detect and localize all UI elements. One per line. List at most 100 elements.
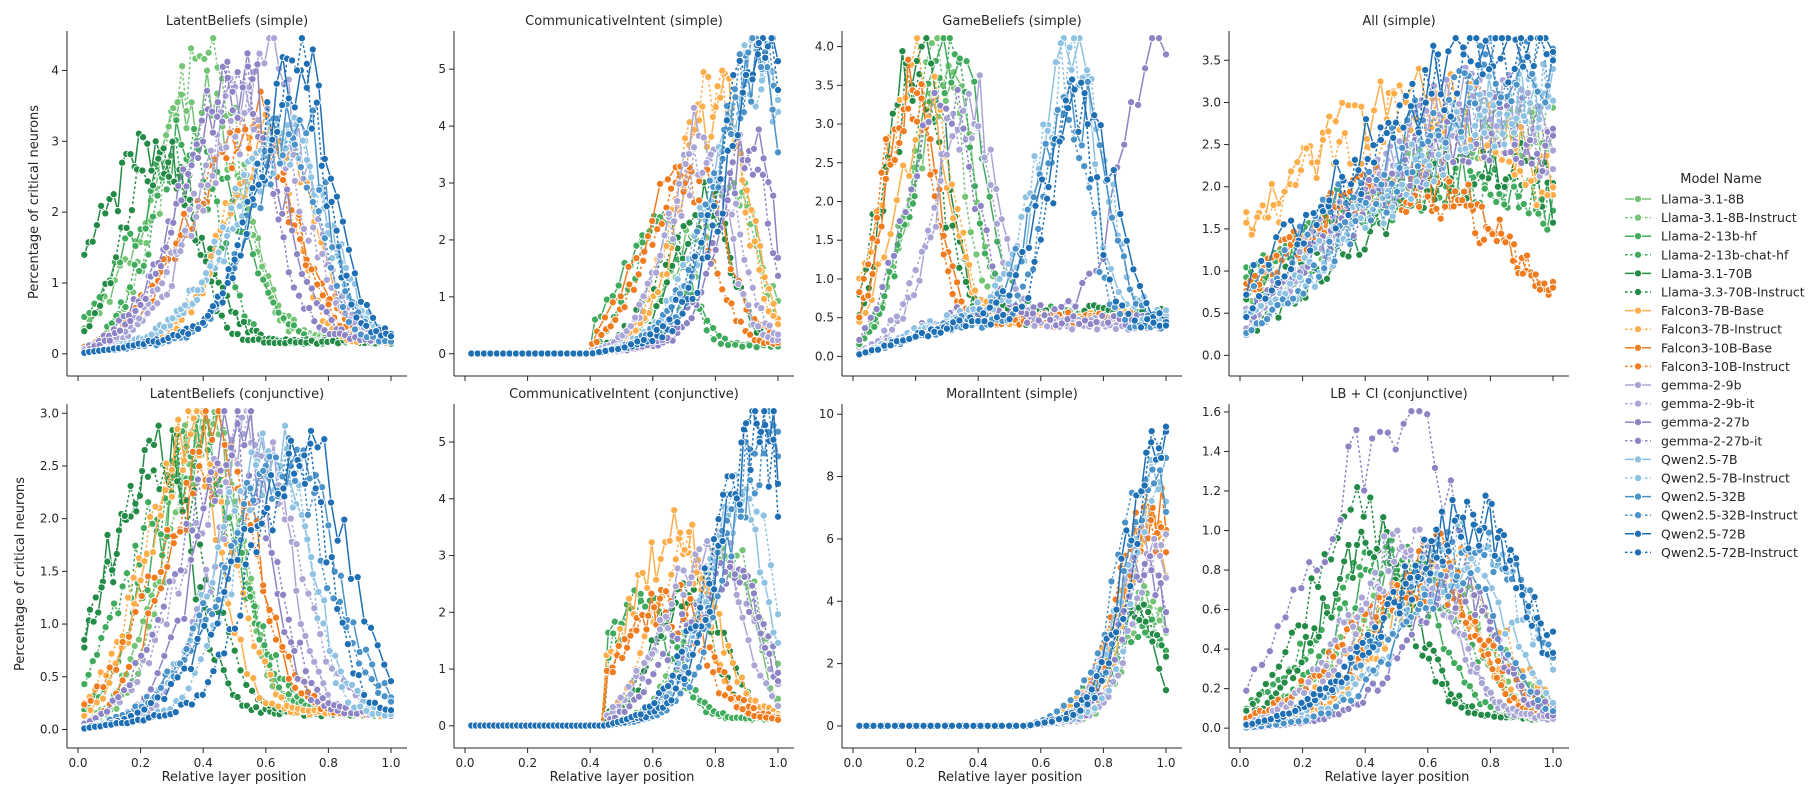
data-point (1528, 160, 1535, 167)
data-point (188, 162, 195, 169)
data-point (1511, 241, 1518, 248)
data-point (303, 60, 310, 67)
data-point (1162, 322, 1169, 329)
data-point (968, 135, 975, 142)
data-point (1143, 300, 1150, 307)
data-point (1126, 286, 1133, 293)
data-point (1038, 176, 1045, 183)
data-point (977, 202, 984, 209)
data-point (681, 135, 688, 142)
data-point (1313, 174, 1320, 181)
data-point (219, 299, 226, 306)
data-point (198, 182, 205, 189)
data-point (1065, 298, 1072, 305)
y-tick-label: 3.0 (1202, 95, 1221, 109)
data-point (1543, 51, 1550, 58)
data-point (1445, 96, 1452, 103)
data-point (774, 86, 781, 93)
data-point (123, 224, 130, 231)
data-point (940, 251, 947, 258)
data-point (1331, 258, 1338, 265)
data-point (719, 210, 726, 217)
panel-all-simple: All (simple)0.00.51.01.52.02.53.03.5 (1202, 14, 1569, 381)
data-point (1294, 158, 1301, 165)
data-point (1137, 324, 1144, 331)
data-point (1274, 301, 1281, 308)
data-point (873, 214, 880, 221)
data-point (732, 200, 739, 207)
data-point (140, 262, 147, 269)
data-point (689, 295, 696, 302)
data-point (219, 290, 226, 297)
data-point (1465, 181, 1472, 188)
data-point (975, 123, 982, 130)
series-group (81, 408, 395, 733)
y-tick-label: 0.5 (1202, 306, 1221, 320)
y-tick-label: 4 (438, 119, 446, 133)
data-point (1243, 209, 1250, 216)
data-point (201, 55, 208, 62)
data-point (1494, 183, 1501, 190)
data-point (711, 202, 718, 209)
data-point (1387, 143, 1394, 150)
data-point (617, 293, 624, 300)
data-point (690, 144, 697, 151)
data-point (303, 278, 310, 285)
data-point (1051, 306, 1058, 313)
data-point (725, 341, 732, 348)
data-point (154, 192, 161, 199)
data-point (1493, 123, 1500, 130)
data-point (363, 322, 370, 329)
data-point (688, 315, 695, 322)
data-point (882, 175, 889, 182)
data-point (203, 87, 210, 94)
data-point (891, 273, 898, 280)
data-point (1440, 171, 1447, 178)
data-point (1268, 180, 1275, 187)
data-point (967, 229, 974, 236)
data-point (925, 118, 932, 125)
data-point (298, 35, 305, 42)
data-point (295, 292, 302, 299)
data-point (1501, 141, 1508, 148)
data-point (708, 133, 715, 140)
data-point (739, 89, 746, 96)
data-point (1310, 262, 1317, 269)
data-point (223, 155, 230, 162)
data-point (194, 287, 201, 294)
data-point (1332, 225, 1339, 232)
data-point (909, 97, 916, 104)
data-point (621, 304, 628, 311)
data-point (202, 162, 209, 169)
data-point (1332, 159, 1339, 166)
data-point (742, 71, 749, 78)
data-point (1031, 153, 1038, 160)
data-point (1047, 316, 1054, 323)
data-point (1265, 214, 1272, 221)
data-point (696, 178, 703, 185)
data-point (285, 95, 292, 102)
data-point (1358, 190, 1365, 197)
data-point (154, 300, 161, 307)
data-point (213, 198, 220, 205)
data-point (186, 206, 193, 213)
data-point (139, 167, 146, 174)
data-point (1136, 282, 1143, 289)
data-point (259, 174, 266, 181)
data-point (1528, 177, 1535, 184)
data-point (224, 174, 231, 181)
data-point (937, 329, 944, 336)
data-point (971, 78, 978, 85)
data-point (1281, 188, 1288, 195)
data-point (1511, 65, 1518, 72)
data-point (899, 48, 906, 55)
data-point (270, 299, 277, 306)
data-point (881, 293, 888, 300)
data-point (700, 134, 707, 141)
data-point (280, 176, 287, 183)
data-point (198, 234, 205, 241)
data-point (1110, 166, 1117, 173)
data-point (729, 159, 736, 166)
data-point (1037, 302, 1044, 309)
data-point (1476, 91, 1483, 98)
